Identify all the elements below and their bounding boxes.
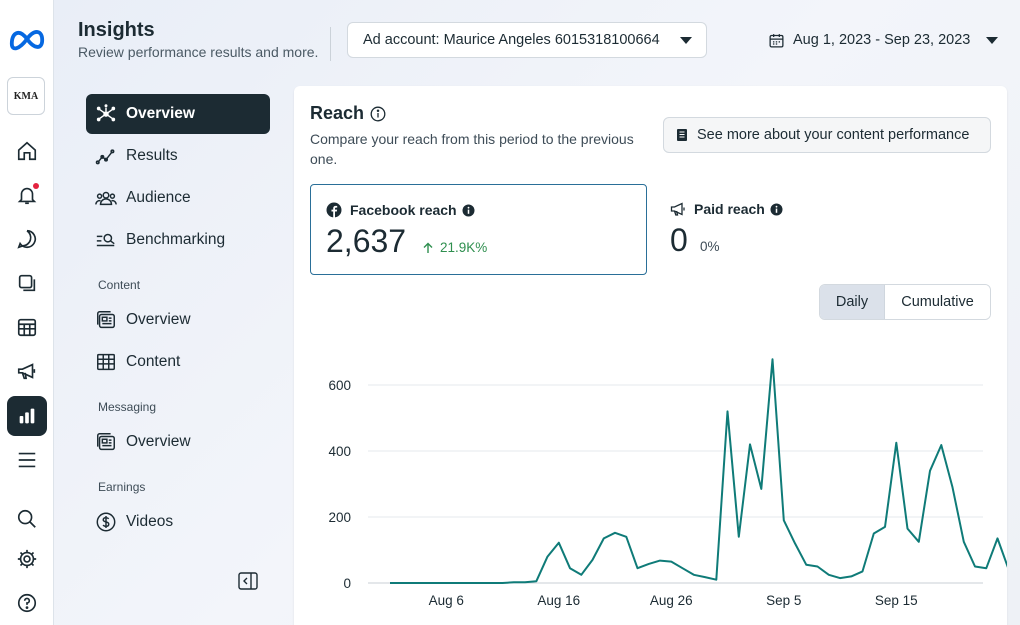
nav-item-audience[interactable]: Audience <box>86 178 270 218</box>
y-tick-label: 200 <box>328 510 351 525</box>
avatar[interactable]: KMA <box>7 77 45 115</box>
nav-item-label: Benchmarking <box>126 231 226 248</box>
chevron-down-icon <box>680 37 692 44</box>
see-more-content-button[interactable]: See more about your content performance <box>663 117 991 153</box>
paid-reach-card[interactable]: Paid reach 0 0% <box>663 184 963 275</box>
reach-view-toggle: Daily Cumulative <box>819 284 991 320</box>
page-title: Insights <box>78 19 155 41</box>
facebook-reach-label: Facebook reach <box>326 202 475 218</box>
meta-logo-icon[interactable] <box>8 22 46 56</box>
content-table-icon <box>97 353 115 371</box>
settings-icon[interactable] <box>7 539 47 579</box>
y-tick-label: 0 <box>343 576 351 591</box>
help-icon[interactable] <box>7 583 47 623</box>
x-tick-label: Aug 26 <box>650 593 693 608</box>
reach-description: Compare your reach from this period to t… <box>310 131 634 167</box>
reach-title: Reach <box>310 103 386 124</box>
overview-icon <box>96 104 116 122</box>
messaging-overview-icon <box>97 433 115 451</box>
dollar-icon <box>96 512 116 532</box>
facebook-reach-change: 21.9K% <box>422 240 487 255</box>
page-subtitle: Review performance results and more. <box>78 44 319 60</box>
paid-reach-value: 0 <box>670 222 688 258</box>
audience-icon <box>95 191 117 206</box>
nav-section-messaging: Messaging <box>98 400 157 414</box>
notifications-icon[interactable] <box>7 175 47 215</box>
facebook-reach-change-text: 21.9K% <box>440 240 488 255</box>
nav-item-label: Overview <box>126 433 191 450</box>
content-overview-icon <box>97 311 115 329</box>
menu-icon[interactable] <box>7 440 47 480</box>
ad-account-select[interactable]: Ad account: Maurice Angeles 601531810066… <box>347 22 707 58</box>
x-tick-label: Sep 5 <box>766 593 801 608</box>
y-tick-label: 600 <box>328 378 351 393</box>
facebook-reach-label-text: Facebook reach <box>350 202 457 218</box>
info-icon[interactable] <box>370 106 386 122</box>
nav-item-overview[interactable]: Overview <box>86 94 270 134</box>
nav-item-label: Overview <box>126 311 191 328</box>
nav-item-messaging-overview[interactable]: Overview <box>86 422 270 462</box>
reach-line-chart: 0 200 400 600 Aug 6 Aug 16 Aug 26 Sep 5 Sep 15 <box>328 358 1007 608</box>
ads-icon[interactable] <box>7 351 47 391</box>
nav-item-content[interactable]: Content <box>86 342 270 382</box>
benchmarking-icon <box>96 233 115 247</box>
date-range-label: Aug 1, 2023 - Sep 23, 2023 <box>793 32 971 48</box>
x-tick-label: Sep 15 <box>875 593 918 608</box>
nav-item-label: Content <box>126 353 181 370</box>
home-icon[interactable] <box>7 131 47 171</box>
header-divider <box>330 27 331 61</box>
nav-item-label: Overview <box>126 105 195 122</box>
info-icon[interactable] <box>770 203 783 216</box>
facebook-icon <box>326 202 342 218</box>
paid-reach-change: 0% <box>700 239 720 254</box>
facebook-reach-series-line[interactable] <box>390 358 1007 584</box>
toggle-daily[interactable]: Daily <box>820 285 885 319</box>
info-icon[interactable] <box>462 204 475 217</box>
nav-item-results[interactable]: Results <box>86 136 270 176</box>
x-tick-label: Aug 6 <box>429 593 464 608</box>
paid-reach-label-text: Paid reach <box>694 201 765 217</box>
nav-item-content-overview[interactable]: Overview <box>86 300 270 340</box>
nav-item-videos[interactable]: Videos <box>86 502 270 542</box>
nav-item-benchmarking[interactable]: Benchmarking <box>86 220 270 260</box>
insights-icon[interactable] <box>7 396 47 436</box>
nav-section-content: Content <box>98 278 141 292</box>
megaphone-icon <box>670 202 685 216</box>
content-icon[interactable] <box>7 263 47 303</box>
nav-item-label: Audience <box>126 189 191 206</box>
date-range-picker[interactable]: Aug 1, 2023 - Sep 23, 2023 <box>768 29 999 51</box>
inbox-icon[interactable] <box>7 219 47 259</box>
planner-icon[interactable] <box>7 307 47 347</box>
chevron-down-icon <box>986 36 999 44</box>
reach-title-text: Reach <box>310 103 365 123</box>
x-tick-label: Aug 16 <box>537 593 580 608</box>
app-rail: KMA <box>0 0 54 625</box>
notification-badge <box>33 183 39 189</box>
facebook-reach-value: 2,637 <box>326 223 407 259</box>
arrow-up-icon <box>423 242 433 253</box>
nav-item-label: Results <box>126 147 178 164</box>
facebook-reach-card[interactable]: Facebook reach 2,637 21.9K% <box>310 184 647 275</box>
nav-section-earnings: Earnings <box>98 480 146 494</box>
toggle-cumulative[interactable]: Cumulative <box>885 285 990 319</box>
results-icon <box>95 149 115 165</box>
y-tick-label: 400 <box>328 444 351 459</box>
reach-card: Reach Compare your reach from this perio… <box>294 86 1007 625</box>
calendar-icon <box>769 33 784 48</box>
avatar-text: KMA <box>13 90 39 102</box>
search-icon[interactable] <box>7 499 47 539</box>
paid-reach-label: Paid reach <box>670 201 783 217</box>
document-icon <box>677 129 687 141</box>
ad-account-label: Ad account: Maurice Angeles 601531810066… <box>363 32 660 48</box>
nav-item-label: Videos <box>126 513 174 530</box>
see-more-label: See more about your content performance <box>697 127 970 143</box>
collapse-panel-icon[interactable] <box>238 572 258 590</box>
